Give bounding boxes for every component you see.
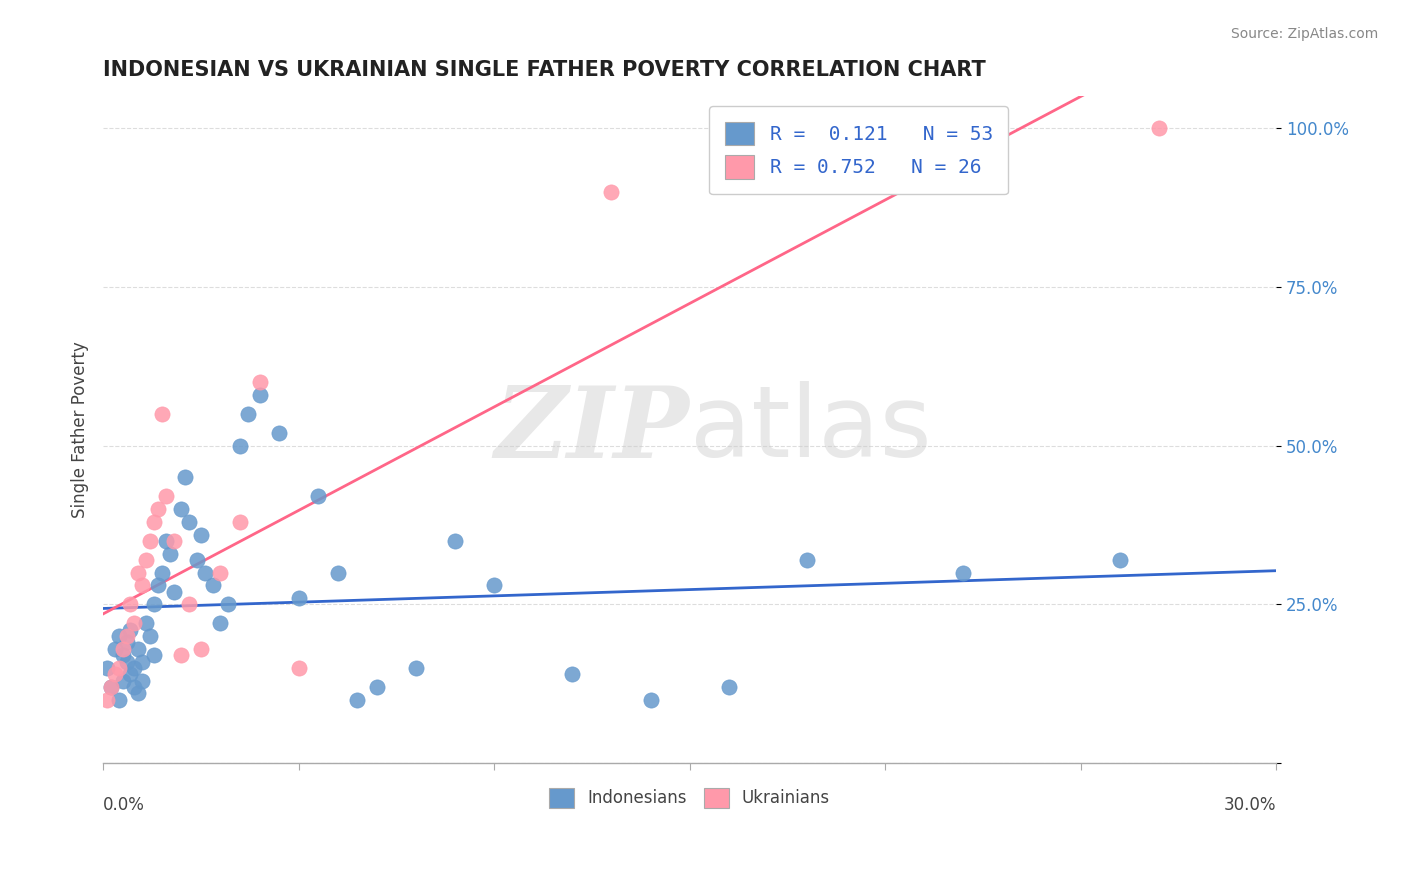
Point bbox=[249, 375, 271, 389]
Text: 30.0%: 30.0% bbox=[1223, 796, 1277, 814]
Point bbox=[600, 185, 623, 199]
Point bbox=[104, 641, 127, 656]
Point bbox=[155, 490, 177, 504]
Point bbox=[287, 661, 309, 675]
Text: atlas: atlas bbox=[689, 381, 931, 478]
Point bbox=[190, 641, 212, 656]
Point bbox=[131, 673, 153, 688]
Point bbox=[796, 553, 818, 567]
Point bbox=[1147, 121, 1170, 136]
Point bbox=[326, 566, 349, 580]
Point bbox=[124, 661, 146, 675]
Point bbox=[405, 661, 427, 675]
Point bbox=[120, 623, 142, 637]
Point bbox=[150, 407, 173, 421]
Point bbox=[201, 578, 224, 592]
Point bbox=[307, 490, 329, 504]
Point bbox=[115, 655, 138, 669]
Point bbox=[186, 553, 208, 567]
Point bbox=[139, 533, 162, 548]
Point bbox=[640, 692, 662, 706]
Point bbox=[717, 680, 740, 694]
Point bbox=[159, 547, 181, 561]
Y-axis label: Single Father Poverty: Single Father Poverty bbox=[72, 342, 89, 518]
Point bbox=[127, 686, 149, 700]
Point bbox=[111, 648, 134, 663]
Point bbox=[217, 598, 239, 612]
Point bbox=[135, 616, 157, 631]
Point bbox=[1108, 553, 1130, 567]
Point bbox=[179, 598, 201, 612]
Point bbox=[111, 641, 134, 656]
Point bbox=[104, 667, 127, 681]
Point bbox=[170, 648, 193, 663]
Text: ZIP: ZIP bbox=[495, 382, 689, 478]
Point bbox=[249, 388, 271, 402]
Text: 0.0%: 0.0% bbox=[103, 796, 145, 814]
Point bbox=[155, 533, 177, 548]
Point bbox=[135, 553, 157, 567]
Point bbox=[174, 470, 197, 484]
Point bbox=[115, 629, 138, 643]
Point bbox=[190, 527, 212, 541]
Point bbox=[482, 578, 505, 592]
Point bbox=[366, 680, 388, 694]
Point bbox=[131, 655, 153, 669]
Point bbox=[96, 661, 118, 675]
Point bbox=[120, 667, 142, 681]
Point bbox=[143, 515, 166, 529]
Text: Source: ZipAtlas.com: Source: ZipAtlas.com bbox=[1230, 27, 1378, 41]
Point bbox=[100, 680, 122, 694]
Point bbox=[229, 439, 252, 453]
Point bbox=[952, 566, 974, 580]
Point bbox=[131, 578, 153, 592]
Point bbox=[444, 533, 467, 548]
Point bbox=[287, 591, 309, 605]
Point bbox=[107, 629, 129, 643]
Point bbox=[143, 648, 166, 663]
Point bbox=[124, 616, 146, 631]
Point bbox=[209, 616, 232, 631]
Point bbox=[267, 425, 290, 440]
Point bbox=[236, 407, 259, 421]
Point bbox=[346, 692, 368, 706]
Point bbox=[111, 673, 134, 688]
Point bbox=[146, 502, 169, 516]
Point bbox=[170, 502, 193, 516]
Point bbox=[107, 661, 129, 675]
Point bbox=[124, 680, 146, 694]
Point bbox=[229, 515, 252, 529]
Point bbox=[179, 515, 201, 529]
Point bbox=[107, 692, 129, 706]
Point bbox=[127, 641, 149, 656]
Point bbox=[100, 680, 122, 694]
Point bbox=[96, 692, 118, 706]
Point bbox=[115, 635, 138, 649]
Point bbox=[127, 566, 149, 580]
Point bbox=[162, 584, 184, 599]
Point bbox=[561, 667, 583, 681]
Point bbox=[209, 566, 232, 580]
Legend: Indonesians, Ukrainians: Indonesians, Ukrainians bbox=[536, 774, 844, 822]
Point bbox=[162, 533, 184, 548]
Point bbox=[120, 598, 142, 612]
Point bbox=[139, 629, 162, 643]
Point bbox=[146, 578, 169, 592]
Text: INDONESIAN VS UKRAINIAN SINGLE FATHER POVERTY CORRELATION CHART: INDONESIAN VS UKRAINIAN SINGLE FATHER PO… bbox=[103, 60, 986, 79]
Point bbox=[143, 598, 166, 612]
Point bbox=[150, 566, 173, 580]
Point bbox=[194, 566, 217, 580]
